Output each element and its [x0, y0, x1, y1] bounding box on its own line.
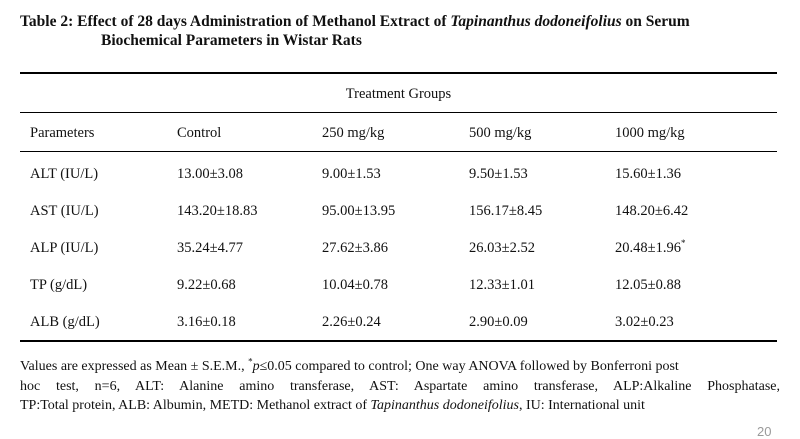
table-bottom-rule	[20, 340, 777, 342]
column-header-250: 250 mg/kg	[322, 125, 385, 141]
table-cell: 27.62±3.86	[322, 240, 388, 256]
table-caption: Table 2: Effect of 28 days Administratio…	[20, 12, 790, 50]
table-cell: 12.33±1.01	[469, 277, 535, 293]
table-cell: 9.00±1.53	[322, 166, 381, 182]
column-header-control: Control	[177, 125, 222, 141]
footnote-star: *	[248, 356, 253, 367]
caption-line2: Biochemical Parameters in Wistar Rats	[101, 32, 362, 49]
table-cell: 9.22±0.68	[177, 277, 236, 293]
column-header-500: 500 mg/kg	[469, 125, 532, 141]
table-cell: 2.26±0.24	[322, 314, 381, 330]
row-param-alb: ALB (g/dL)	[30, 314, 100, 330]
table-cell: 20.48±1.96*	[615, 238, 686, 257]
footnote-text: Values are expressed as Mean ± S.E.M.,	[20, 359, 249, 374]
column-header-1000: 1000 mg/kg	[615, 125, 685, 141]
footnote-p: p	[252, 359, 260, 374]
caption-species: Tapinanthus dodoneifolius	[450, 13, 622, 30]
page-number: 20	[757, 424, 772, 439]
footnote-line3: TP:Total protein, ALB: Albumin, METD: Me…	[20, 396, 780, 416]
table-cell: 95.00±13.95	[322, 203, 396, 219]
table-cell: 12.05±0.88	[615, 277, 681, 293]
footnote-text: TP:Total protein, ALB: Albumin, METD: Me…	[20, 398, 371, 413]
treatment-groups-header: Treatment Groups	[345, 86, 452, 102]
group-header-rule	[20, 112, 777, 113]
footnote-species: Tapinanthus dodoneifolius	[370, 398, 519, 413]
footnote-line2: hoc test, n=6, ALT: Alanine amino transf…	[20, 378, 780, 394]
row-param-alp: ALP (IU/L)	[30, 240, 99, 256]
cell-value: 20.48±1.96	[615, 240, 681, 256]
caption-prefix: Table 2: Effect of 28 days Administratio…	[20, 13, 451, 30]
table-cell: 13.00±3.08	[177, 166, 243, 182]
table-cell: 9.50±1.53	[469, 166, 528, 182]
table-footnote: Values are expressed as Mean ± S.E.M., *…	[20, 357, 780, 416]
row-param-tp: TP (g/dL)	[30, 277, 88, 293]
footnote-text: , IU: International unit	[518, 398, 645, 413]
table-cell: 156.17±8.45	[469, 203, 543, 219]
table-cell: 26.03±2.52	[469, 240, 535, 256]
table-cell: 3.02±0.23	[615, 314, 674, 330]
table-cell: 35.24±4.77	[177, 240, 243, 256]
row-param-ast: AST (IU/L)	[30, 203, 99, 219]
column-header-rule	[20, 151, 777, 152]
column-header-parameters: Parameters	[30, 125, 95, 141]
table-cell: 3.16±0.18	[177, 314, 236, 330]
table-cell: 2.90±0.09	[469, 314, 528, 330]
footnote-line1: Values are expressed as Mean ± S.E.M., *…	[20, 357, 780, 377]
table-cell: 10.04±0.78	[322, 277, 388, 293]
table-cell: 143.20±18.83	[177, 203, 258, 219]
table-cell: 15.60±1.36	[615, 166, 681, 182]
table-cell: 148.20±6.42	[615, 203, 689, 219]
significance-mark: *	[680, 238, 686, 249]
row-param-alt: ALT (IU/L)	[30, 166, 99, 182]
caption-suffix: on Serum	[621, 13, 690, 30]
footnote-text: ≤0.05 compared to control; One way ANOVA…	[259, 359, 679, 374]
table-top-rule	[20, 72, 777, 74]
